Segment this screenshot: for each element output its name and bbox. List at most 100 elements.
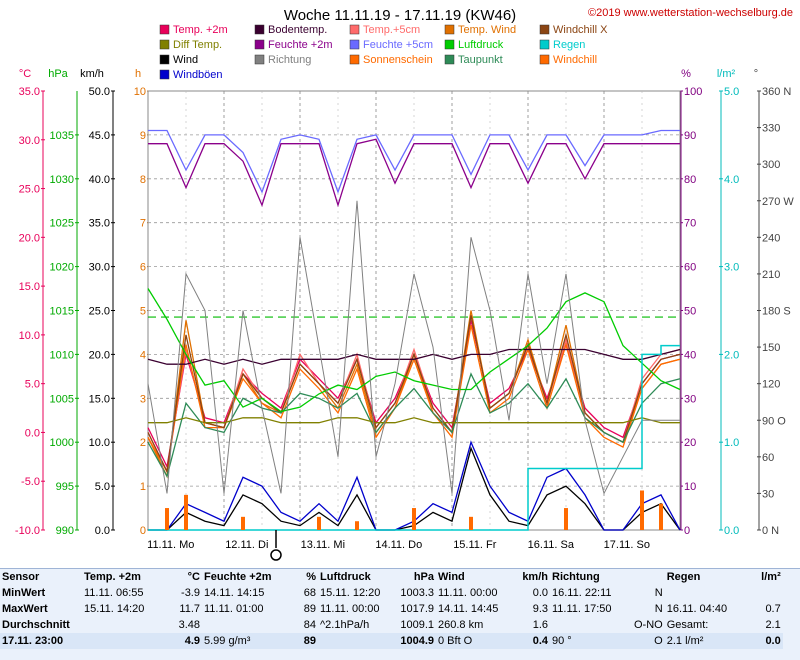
- weather-chart: Woche 11.11.19 - 17.11.19 (KW46) ©2019 w…: [15, 7, 794, 561]
- sunshine-bar: [165, 508, 169, 530]
- summary-cell: 1017.9: [400, 603, 434, 615]
- summary-cell: [318, 633, 398, 649]
- grid: [147, 90, 681, 531]
- summary-cell: 5.99 g/m³: [202, 633, 284, 649]
- legend-label: Feuchte +2m: [268, 39, 333, 51]
- axis-tick-label: 180 S: [762, 306, 791, 318]
- summary-cell: 16.11. 04:40: [666, 603, 728, 615]
- x-axis-labels: 11.11. Mo 12.11. Di 13.11. Mi 14.11. Do 15.1…: [147, 539, 650, 551]
- summary-cell: 89: [284, 633, 318, 649]
- legend-label: Regen: [553, 39, 585, 51]
- summary-header-cell: Sensor: [2, 571, 40, 583]
- legend-swatch: [159, 24, 170, 35]
- summary-cell: 0 Bft O: [436, 633, 512, 649]
- summary-cell: 2.1 l/m²: [664, 633, 743, 649]
- summary-cell: [82, 633, 168, 649]
- axis-tick-label: 90 O: [762, 415, 786, 427]
- summary-cell: 11.7: [179, 603, 200, 615]
- x-axis-label: 16.11. Sa: [528, 539, 575, 551]
- axis-tick-label: 120: [762, 379, 780, 391]
- summary-cell: 1009.1: [400, 619, 434, 631]
- plot-area: [147, 129, 681, 531]
- legend-label: Windchill X: [553, 24, 608, 36]
- axis-tick-label: 1010: [50, 349, 74, 361]
- summary-cell: 11.11. 00:00: [320, 603, 380, 615]
- legend-swatch: [444, 54, 455, 65]
- sunshine-bar: [412, 508, 416, 530]
- axis-tick-label: 1035: [50, 130, 74, 142]
- axis-tick-label: 10: [134, 86, 146, 98]
- axis-tick-label: 990: [56, 525, 74, 537]
- axis-tick-label: 5.0: [95, 481, 110, 493]
- axis-temp: °C 35.0 30.0 25.0 20.0 15.0 10.0 5.0 0.0 -5.0 -10.…: [15, 68, 45, 537]
- axis-tick-label: 25.0: [19, 184, 40, 196]
- axis-tick-label: 30.0: [89, 262, 110, 274]
- axis-wind: km/h 50.0 45.0 40.0 35.0 30.0 25.0 20.0 15.0 10.0…: [80, 68, 115, 537]
- axis-tick-label: 1030: [50, 174, 74, 186]
- legend-label: Temp. +2m: [173, 24, 228, 36]
- summary-table: Sensor Temp. +2m °C Feuchte +2m% Luftdruck hP…: [0, 569, 783, 649]
- axis-tick-label: 1020: [50, 262, 74, 274]
- wind-direction-marker-icon: [270, 549, 282, 561]
- summary-cell: 1003.3: [400, 587, 434, 599]
- summary-header-cell: Luftdruck: [320, 571, 371, 583]
- legend: Temp. +2m Bodentemp. Temp.+5cm Temp. Wind Wi…: [159, 24, 608, 81]
- summary-panel: Sensor Temp. +2m °C Feuchte +2m% Luftdruck hP…: [0, 568, 800, 660]
- axis-tick-label: 5.0: [724, 86, 739, 98]
- sunshine-bar: [355, 521, 359, 530]
- summary-cell: -3.9: [181, 587, 200, 599]
- axis-tick-label: 30.0: [19, 135, 40, 147]
- axis-unit: %: [681, 68, 691, 80]
- summary-cell: [202, 617, 284, 633]
- summary-cell: 4.9: [168, 633, 202, 649]
- summary-cell: 11.11. 01:00: [204, 603, 264, 615]
- axis-unit: hPa: [48, 68, 68, 80]
- axis-unit: l/m²: [717, 68, 736, 80]
- summary-cell: [82, 617, 168, 633]
- axis-tick-label: 20.0: [89, 349, 110, 361]
- summary-cell: O: [632, 633, 665, 649]
- summary-header-cell: l/m²: [761, 571, 781, 583]
- axis-tick-label: 35.0: [19, 86, 40, 98]
- legend-item: Taupunkt: [444, 54, 503, 66]
- axis-unit: °: [754, 68, 758, 80]
- legend-item: Bodentemp.: [254, 24, 327, 36]
- series-line: [148, 138, 680, 208]
- legend-item: Wind: [159, 54, 198, 66]
- summary-cell: N: [654, 587, 663, 599]
- summary-cell: 2.1: [765, 619, 781, 631]
- summary-header-cell: km/h: [522, 571, 548, 583]
- axis-tick-label: 995: [56, 481, 74, 493]
- summary-header-cell: °C: [187, 571, 200, 583]
- x-axis-label: 17.11. So: [604, 539, 650, 551]
- axis-tick-label: 6: [140, 262, 146, 274]
- axis-tick-label: 0.0: [25, 427, 40, 439]
- sunshine-bar: [184, 494, 188, 530]
- series-line: [148, 417, 680, 424]
- axis-tick-label: 330: [762, 123, 780, 135]
- summary-header-cell: hPa: [413, 571, 434, 583]
- axis-tick-label: 5.0: [25, 379, 40, 391]
- summary-cell: 15.11. 14:20: [84, 603, 145, 615]
- axis-tick-label: 10.0: [89, 437, 110, 449]
- summary-cell: 0.4: [512, 633, 550, 649]
- axis-tick-label: 0: [140, 525, 146, 537]
- axis-tick-label: 45.0: [89, 130, 110, 142]
- summary-cell: 14.11. 14:15: [204, 587, 265, 599]
- legend-label: Sonnenschein: [363, 54, 433, 66]
- sunshine-bar: [469, 516, 473, 530]
- legend-swatch: [539, 24, 550, 35]
- legend-item: Windchill: [539, 54, 597, 66]
- summary-header-row: Sensor Temp. +2m °C Feuchte +2m% Luftdruck hP…: [0, 569, 783, 585]
- legend-label: Temp.+5cm: [363, 24, 420, 36]
- summary-cell: O-NO: [634, 619, 663, 631]
- legend-item: Richtung: [254, 54, 311, 66]
- summary-cell: 11.11. 00:00: [438, 587, 498, 599]
- series-line: [147, 315, 681, 474]
- axis-tick-label: 10: [684, 481, 696, 493]
- axis-tick-label: 30: [762, 488, 774, 500]
- legend-swatch: [159, 54, 170, 65]
- legend-item: Temp. +2m: [159, 24, 228, 36]
- legend-label: Feuchte +5cm: [363, 39, 433, 51]
